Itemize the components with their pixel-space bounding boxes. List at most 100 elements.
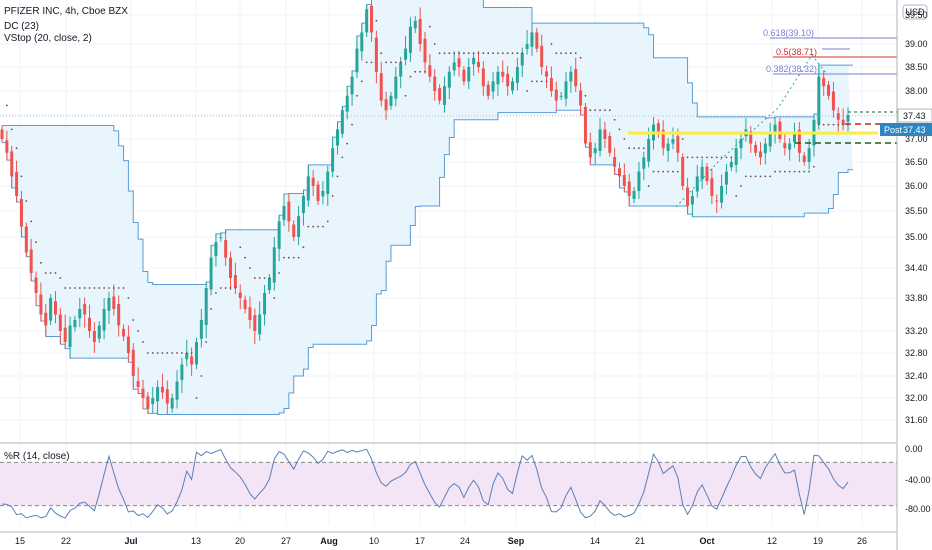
vstop-dot — [740, 185, 742, 187]
candle-body — [112, 296, 116, 309]
vstop-dot — [574, 52, 577, 55]
candle-body — [340, 110, 344, 134]
candle-body — [549, 78, 553, 91]
vstop-dot — [638, 147, 640, 150]
candle-body — [686, 187, 690, 206]
price-tick-label: 39.50 — [905, 10, 928, 20]
candle-body — [559, 95, 563, 97]
vstop-dot — [521, 52, 524, 55]
vstop-dot — [793, 170, 796, 173]
time-tick-label: 20 — [235, 536, 245, 546]
vstop-dot — [628, 147, 631, 150]
candle-body — [729, 162, 733, 168]
vstop-dot — [720, 156, 723, 159]
vstop-dot — [200, 375, 203, 377]
candle-body — [107, 298, 111, 311]
wr-tick-label: -40.00 — [905, 475, 931, 485]
vstop-dot — [535, 80, 538, 83]
legend-symbol[interactable]: PFIZER INC, 4h, Cboe BZX — [4, 6, 128, 17]
vstop-dot — [443, 52, 446, 55]
vstop-dot — [788, 170, 791, 173]
vstop-dot — [565, 52, 567, 55]
vstop-dot — [555, 52, 558, 55]
vstop-dot — [545, 80, 548, 83]
legend-vstop[interactable]: VStop (20, close, 2) — [4, 33, 92, 44]
vstop-dot — [497, 52, 499, 55]
candle-body — [622, 174, 626, 186]
candle-body — [530, 32, 534, 47]
candle-body — [656, 123, 660, 135]
vstop-dot — [302, 246, 305, 249]
candle-body — [229, 257, 233, 278]
vstop-dot — [278, 272, 281, 274]
vstop-dot — [633, 147, 635, 150]
candle-body — [117, 304, 121, 326]
vstop-dot — [472, 52, 475, 55]
vstop-dot — [701, 156, 704, 159]
price-tick-label: 38.50 — [905, 62, 928, 72]
legend-dc[interactable]: DC (23) — [4, 21, 40, 32]
vstop-dot — [569, 52, 572, 55]
vstop-dot — [331, 195, 334, 197]
candle-body — [214, 242, 218, 257]
candle-body — [540, 45, 544, 67]
vstop-dot — [190, 352, 193, 354]
vstop-dot — [550, 43, 553, 45]
candle-body — [447, 71, 451, 88]
candle-body — [413, 20, 417, 29]
vstop-dot — [642, 147, 645, 150]
fib-levels: 0.618(39.10) 0.5(38.71) 0.382(38.32) — [763, 28, 897, 75]
time-tick-label: 27 — [281, 536, 291, 546]
candle-body — [768, 134, 772, 147]
candle-body — [360, 32, 364, 52]
vstop-dot — [842, 123, 845, 126]
fib-label: 0.618(39.10) — [763, 28, 814, 38]
vstop-dot — [74, 287, 76, 289]
candle-body — [817, 76, 821, 125]
vstop-dot — [297, 256, 300, 259]
candle-body — [831, 91, 835, 111]
candle-body — [238, 292, 242, 298]
candle-body — [263, 293, 267, 315]
candle-body — [15, 172, 19, 196]
vstop-dot — [25, 200, 28, 202]
candle-body — [520, 53, 524, 66]
candle-body — [49, 298, 53, 321]
vstop-dot — [336, 175, 339, 178]
vstop-dot — [360, 80, 363, 83]
candle-body — [165, 389, 169, 404]
candle-body — [724, 171, 728, 185]
vstop-dot — [273, 297, 276, 299]
candle-body — [462, 69, 466, 82]
candle-body — [778, 121, 782, 139]
candle-body — [501, 71, 505, 77]
candle-body — [511, 81, 515, 91]
time-tick-label: 21 — [635, 536, 645, 546]
vstop-dot — [589, 109, 592, 112]
vstop-dot — [774, 170, 776, 173]
vstop-dot — [462, 52, 465, 55]
candle-body — [379, 73, 383, 101]
candle-body — [438, 88, 442, 101]
candle-body — [267, 278, 271, 290]
vstop-dot — [156, 352, 159, 354]
vstop-dot — [832, 123, 835, 126]
candle-body — [846, 115, 850, 122]
vstop-dot — [54, 272, 57, 274]
legend-wr[interactable]: %R (14, close) — [4, 451, 70, 462]
vstop-dot — [438, 52, 441, 55]
candle-body — [384, 99, 388, 111]
vstop-dot — [180, 352, 183, 354]
vstop-dot — [15, 147, 18, 150]
candle-body — [613, 156, 617, 167]
candle-body — [617, 168, 621, 177]
trend-dotted-line — [675, 54, 827, 208]
vstop-dot — [531, 80, 533, 83]
vstop-dot — [691, 156, 694, 159]
price-tick-label: 36.00 — [905, 181, 928, 191]
candle-body — [141, 388, 145, 398]
vstop-dot — [151, 352, 154, 354]
candle-body — [374, 37, 378, 72]
vstop-dot — [803, 170, 806, 173]
